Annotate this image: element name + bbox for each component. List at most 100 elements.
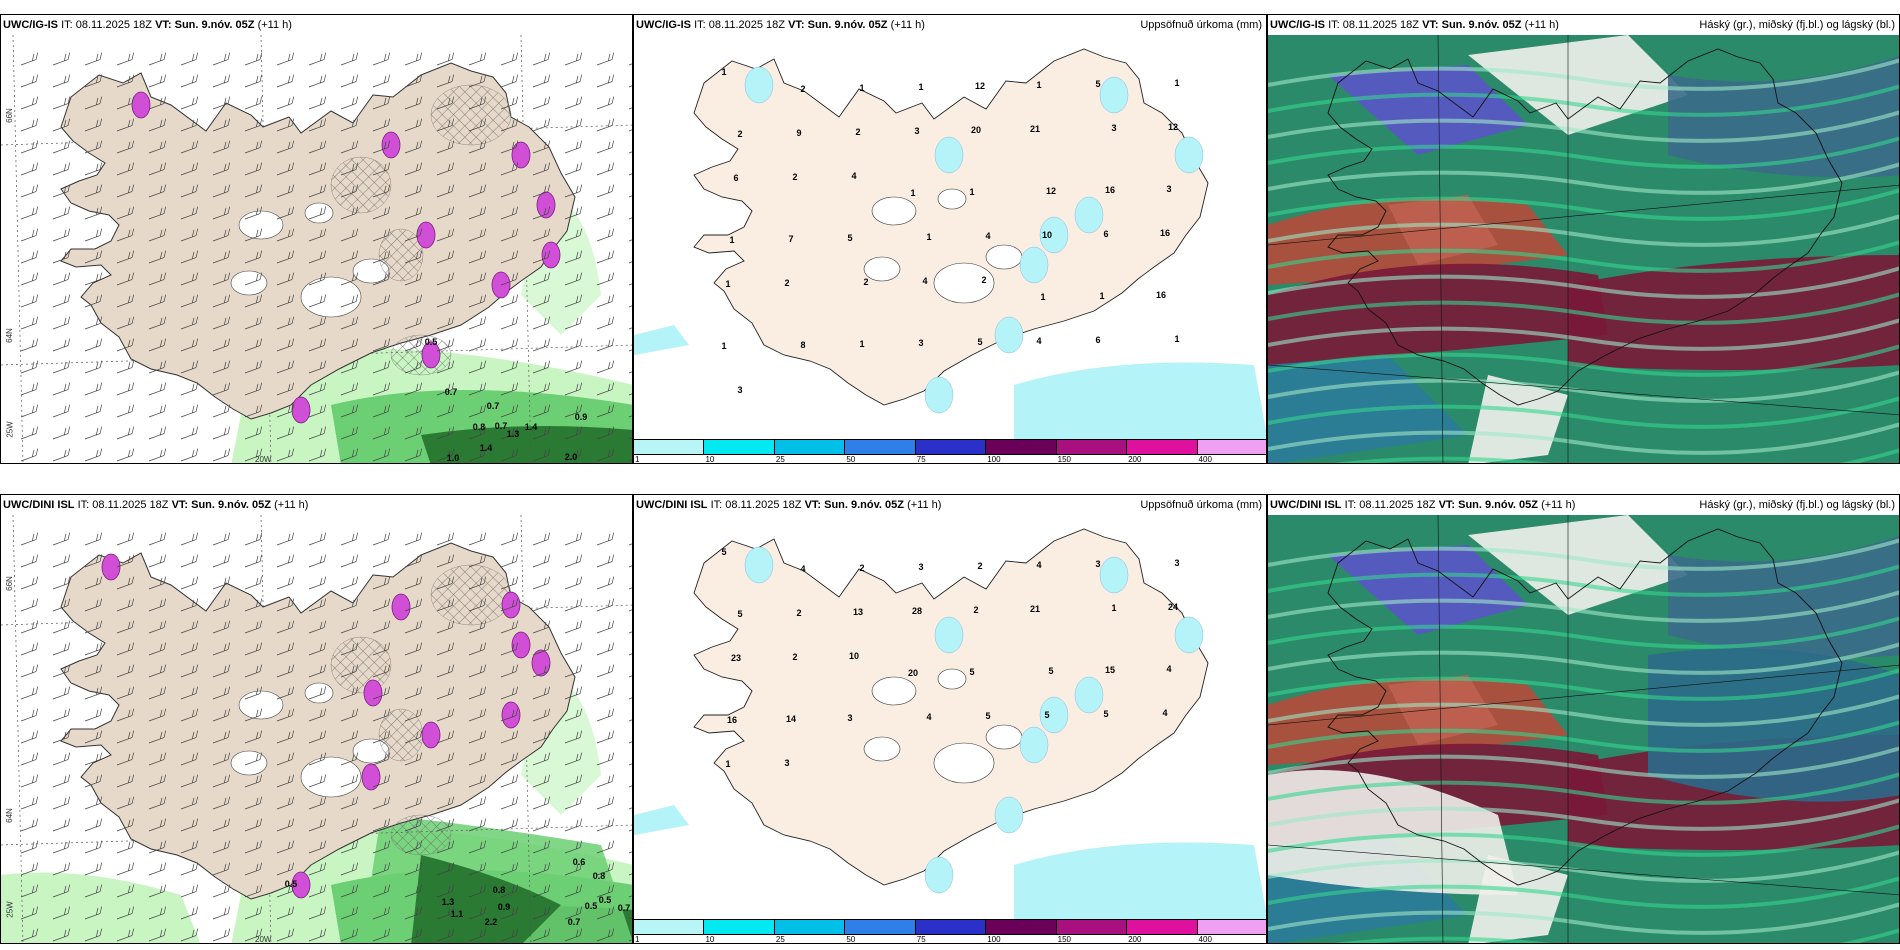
sea-precip-area (634, 325, 689, 355)
wind-barb (116, 928, 135, 942)
precip-value: 4 (922, 276, 927, 286)
precip-value: 1 (725, 759, 730, 769)
wind-barb (404, 74, 423, 88)
wind-barb (148, 774, 167, 788)
wind-barb (628, 411, 632, 418)
wind-band-dark (411, 855, 561, 943)
wind-barb (244, 664, 263, 678)
wind-barb (436, 382, 455, 396)
wind-barb (84, 448, 103, 462)
wind-barb (404, 162, 423, 176)
wind-barb (20, 642, 39, 656)
wind-barb (436, 140, 455, 154)
wind-barb (436, 620, 455, 634)
precip-value: 16 (727, 715, 737, 725)
wind-barb (532, 228, 551, 242)
wind-barb (372, 228, 391, 242)
wind-barb (276, 906, 295, 920)
wind-barb (372, 74, 391, 88)
wind-barb (436, 52, 455, 66)
wind-barb (244, 862, 263, 876)
precip-value: 3 (737, 385, 742, 395)
cloud-contour (1268, 564, 1899, 597)
wind-barb (404, 840, 423, 854)
wind-barb (532, 906, 551, 920)
precip-value: 16 (1160, 228, 1170, 238)
cloud-contour (1268, 136, 1899, 169)
cloud-contour (1268, 746, 1899, 779)
wind-barb (628, 605, 632, 612)
cloud-layer (1268, 770, 1518, 895)
wind-barb (276, 620, 295, 634)
wind-barb (244, 316, 263, 330)
wind-barb (212, 906, 231, 920)
wind-barb (148, 250, 167, 264)
wind-barb (404, 862, 423, 876)
wind-barb (52, 338, 71, 352)
wind-barb (116, 426, 135, 440)
wind-barb (468, 404, 487, 418)
sea-precip-area (634, 805, 689, 835)
precip-value: 5 (1095, 79, 1100, 89)
wind-barb (308, 118, 327, 132)
wind-barb (116, 906, 135, 920)
wind-barb (404, 664, 423, 678)
wind-barb (276, 796, 295, 810)
wind-barb (180, 448, 199, 462)
wind-barb (436, 796, 455, 810)
wind-barb (148, 118, 167, 132)
glacier (238, 210, 284, 240)
wind-barb (468, 52, 487, 66)
precip-value: 8 (800, 340, 805, 350)
cloud-title: Háský (gr.), miðský (fj.bl.) og lágský (… (1699, 19, 1895, 31)
wind-barb (180, 774, 199, 788)
wind-barb (596, 840, 615, 854)
cloud-contour (1268, 188, 1899, 221)
wind-barb (20, 382, 39, 396)
precip-value: 5 (1103, 709, 1108, 719)
wind-barb (244, 642, 263, 656)
wind-barb (404, 228, 423, 242)
wind-barb (628, 301, 632, 308)
colorbar-tick: 25 (775, 455, 785, 464)
wind-barb (500, 272, 519, 286)
wind-barb (180, 162, 199, 176)
wind-barb (148, 294, 167, 308)
sea-precip-area (1014, 842, 1266, 921)
precip-value: 1 (859, 83, 864, 93)
gust-blob (363, 679, 383, 707)
precip-value: 4 (1162, 708, 1167, 718)
wind-barb (436, 162, 455, 176)
wind-barb (148, 686, 167, 700)
wind-barb (20, 906, 39, 920)
wind-barb (564, 206, 583, 220)
wind-barb (244, 360, 263, 374)
wind-barb (436, 250, 455, 264)
wind-barb (596, 884, 615, 898)
wind-barb (148, 96, 167, 110)
lat-label-64: 64N (4, 328, 14, 343)
wind-barb (532, 338, 551, 352)
wind-barb (436, 426, 455, 440)
wind-value: 0.8 (593, 871, 606, 881)
wind-value: 0.5 (585, 901, 598, 911)
cloud-title: Háský (gr.), miðský (fj.bl.) og lágský (… (1699, 499, 1895, 511)
panel-header: UWC/IG-IS IT: 08.11.2025 18Z VT: Sun. 9.… (634, 15, 1266, 35)
wind-barb (52, 840, 71, 854)
cloud-contour (1268, 824, 1899, 857)
glacier (863, 256, 901, 282)
wind-barb (20, 162, 39, 176)
cloud-contour (1268, 720, 1899, 753)
wind-barb (500, 884, 519, 898)
wind-barb (116, 620, 135, 634)
wind-barb (340, 576, 359, 590)
wind-barb (340, 96, 359, 110)
wind-barb (500, 448, 519, 462)
cloud-contour (1268, 344, 1899, 377)
wind-barb (532, 162, 551, 176)
wind-barb (372, 426, 391, 440)
wind-barb (116, 598, 135, 612)
precip-value: 5 (847, 233, 852, 243)
wind-barb (436, 404, 455, 418)
precip-value: 4 (1036, 560, 1041, 570)
